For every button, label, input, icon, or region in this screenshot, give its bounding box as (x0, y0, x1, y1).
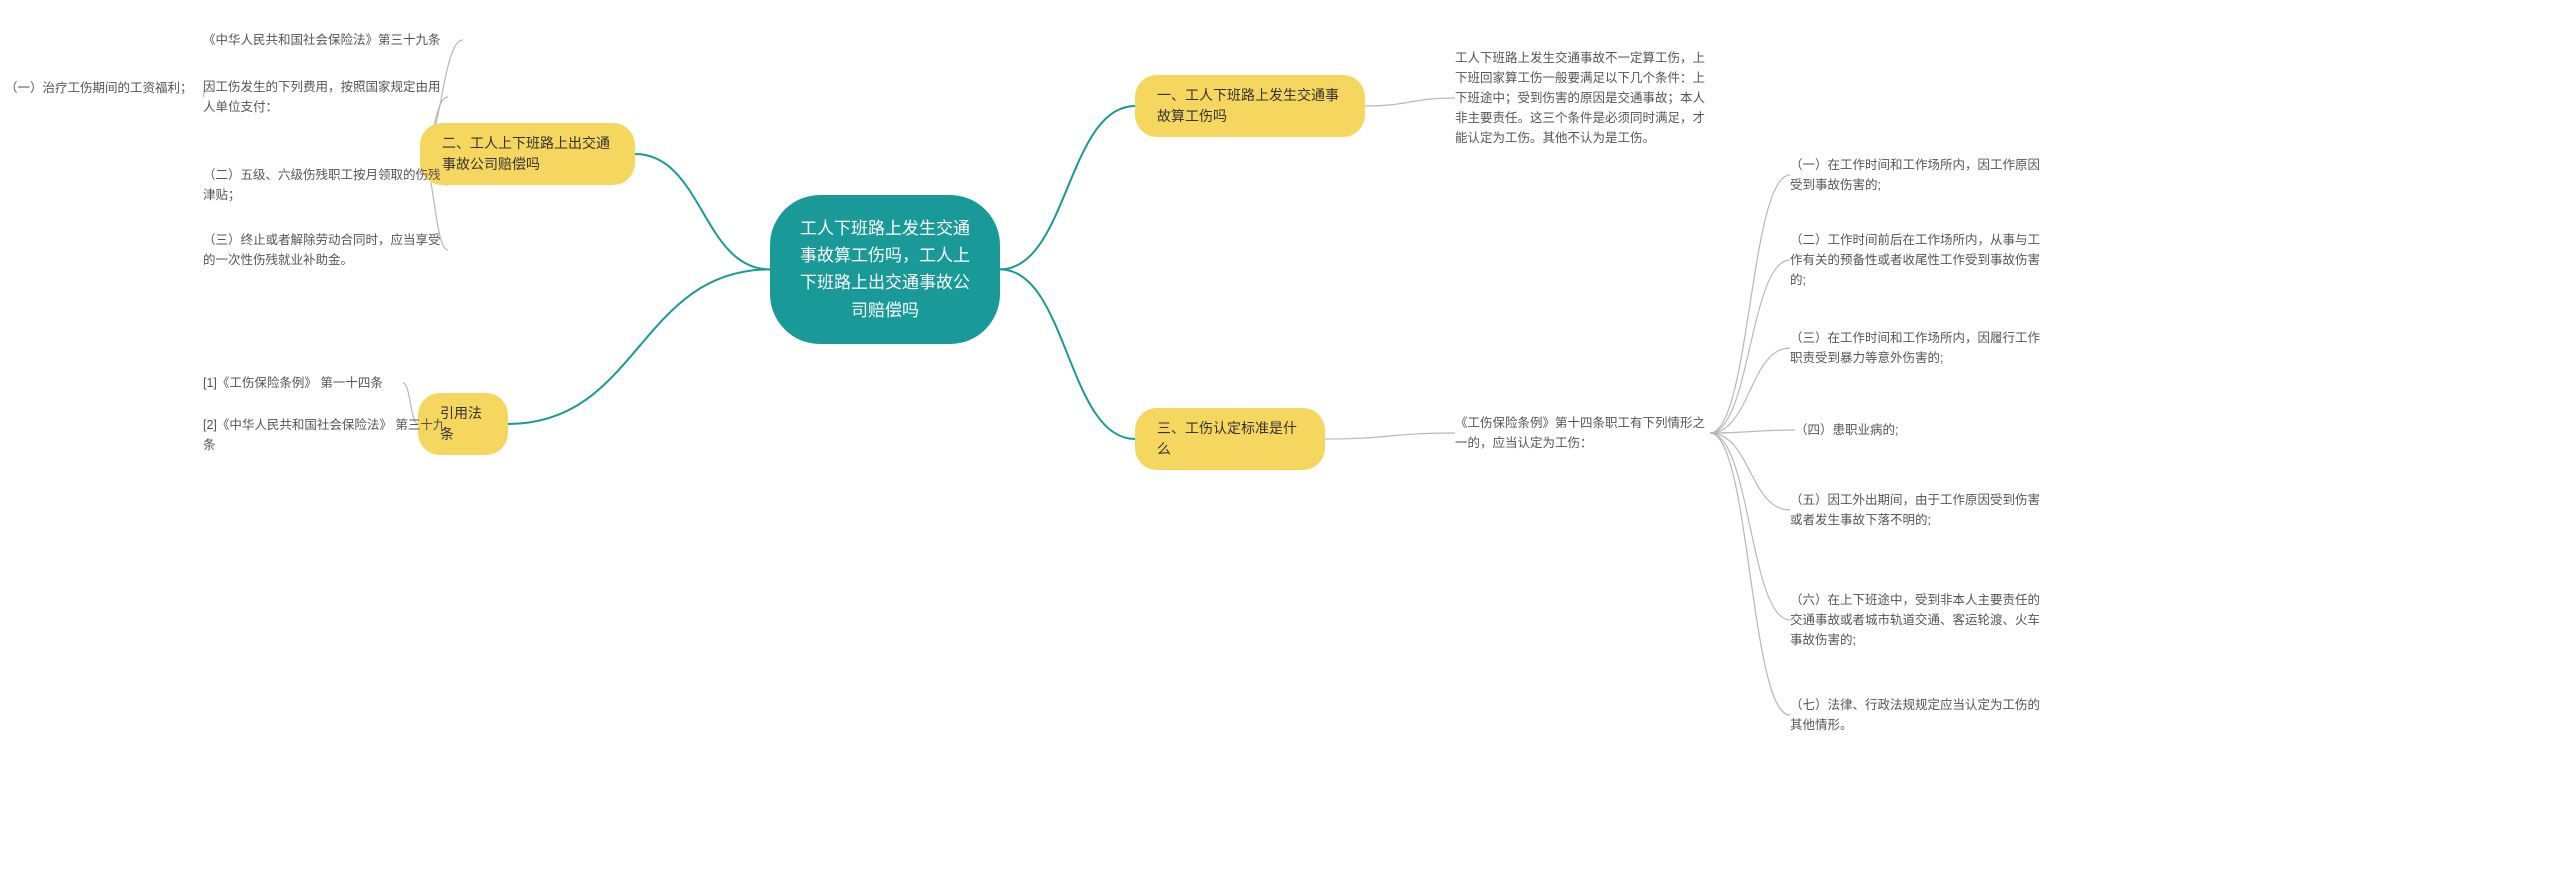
leaf-3-4: （四）患职业病的; (1795, 420, 1995, 440)
leaf-1-1: 工人下班路上发生交通事故不一定算工伤，上下班回家算工伤一般要满足以下几个条件：上… (1455, 48, 1715, 148)
leaf-3-6: （六）在上下班途中，受到非本人主要责任的交通事故或者城市轨道交通、客运轮渡、火车… (1790, 590, 2050, 650)
leaf-3-3: （三）在工作时间和工作场所内，因履行工作职责受到暴力等意外伤害的; (1790, 328, 2050, 368)
leaf-4-2: [2]《中华人民共和国社会保险法》 第三十九条 (203, 415, 453, 455)
center-node[interactable]: 工人下班路上发生交通事故算工伤吗，工人上下班路上出交通事故公司赔偿吗 (770, 195, 1000, 344)
leaf-2-0: 《中华人民共和国社会保险法》第三十九条 (203, 30, 463, 50)
leaf-3-1: （一）在工作时间和工作场所内，因工作原因受到事故伤害的; (1790, 155, 2050, 195)
leaf-4-1: [1]《工伤保险条例》 第一十四条 (203, 373, 403, 393)
branch-3[interactable]: 三、工伤认定标准是什么 (1135, 408, 1325, 470)
leaf-3-2: （二）工作时间前后在工作场所内，从事与工作有关的预备性或者收尾性工作受到事故伤害… (1790, 230, 2050, 290)
leaf-3-7: （七）法律、行政法规规定应当认定为工伤的其他情形。 (1790, 695, 2050, 735)
branch-1[interactable]: 一、工人下班路上发生交通事故算工伤吗 (1135, 75, 1365, 137)
leaf-2-3: （三）终止或者解除劳动合同时，应当享受的一次性伤残就业补助金。 (203, 230, 448, 270)
leaf-3-5: （五）因工外出期间，由于工作原因受到伤害或者发生事故下落不明的; (1790, 490, 2050, 530)
leaf-3-0: 《工伤保险条例》第十四条职工有下列情形之一的，应当认定为工伤： (1455, 413, 1710, 453)
leaf-2-1: 因工伤发生的下列费用，按照国家规定由用人单位支付： (203, 77, 448, 117)
leaf-2-1-1: （一）治疗工伤期间的工资福利； (5, 78, 205, 98)
branch-2[interactable]: 二、工人上下班路上出交通事故公司赔偿吗 (420, 123, 635, 185)
leaf-2-2: （二）五级、六级伤残职工按月领取的伤残津贴； (203, 165, 448, 205)
mindmap-canvas: 工人下班路上发生交通事故算工伤吗，工人上下班路上出交通事故公司赔偿吗 一、工人下… (0, 0, 2560, 872)
